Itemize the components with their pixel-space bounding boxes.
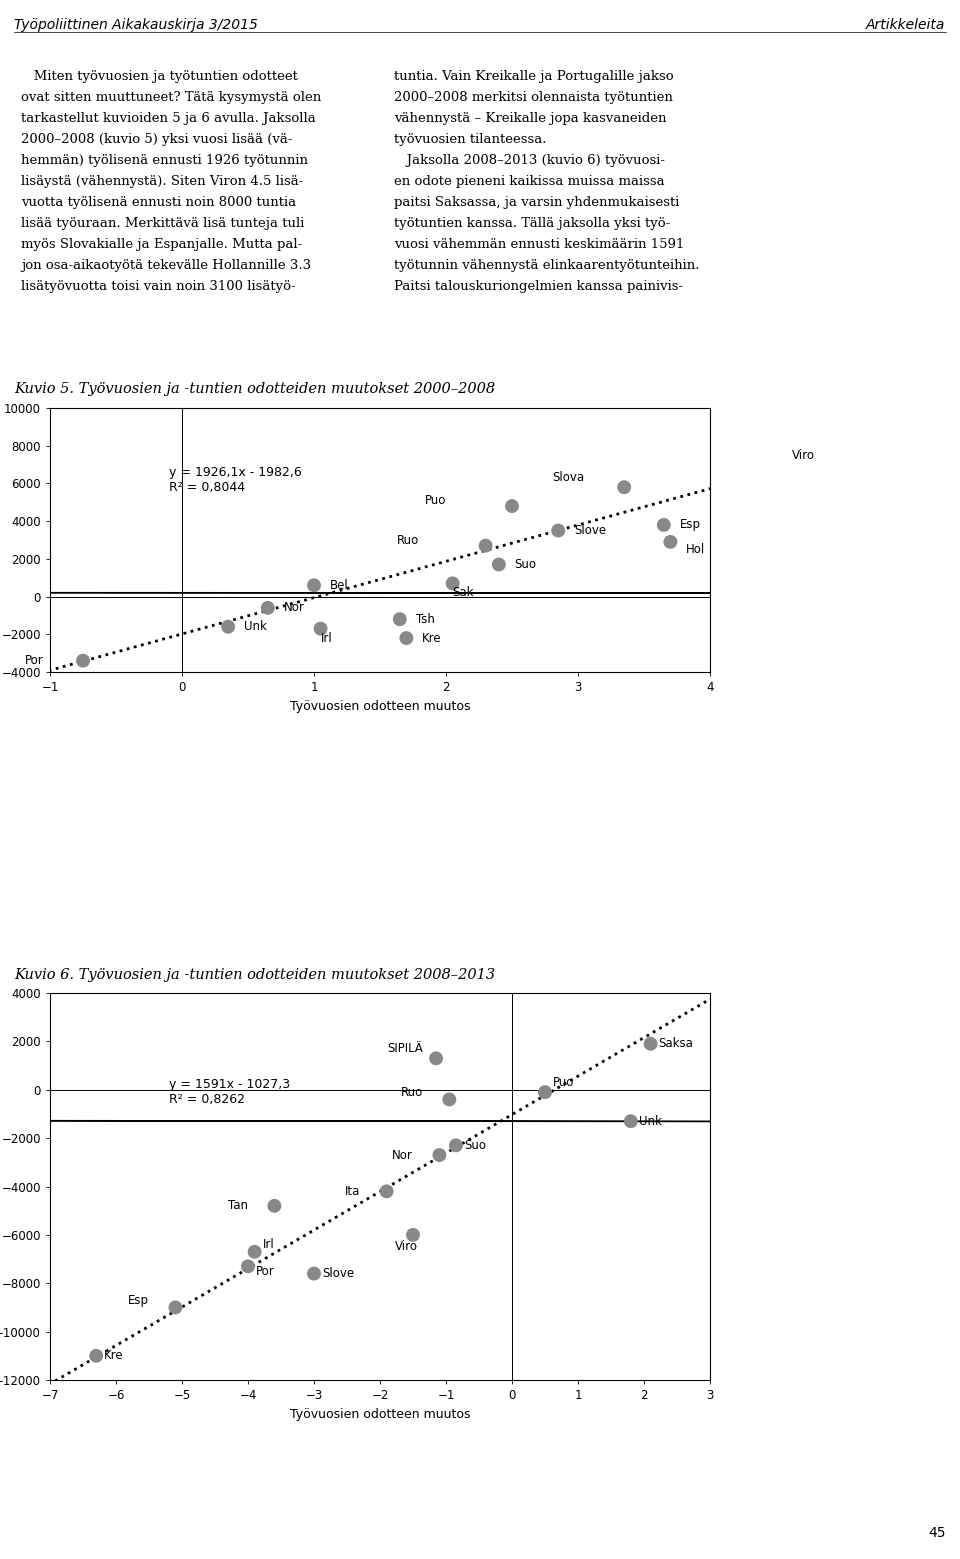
Point [240,1253,255,1278]
Text: Slova: Slova [552,471,585,485]
Point [379,1179,395,1204]
Text: Saksa: Saksa [659,1037,693,1051]
Text: Ruo: Ruo [397,533,420,547]
Point [643,1032,659,1057]
Text: vähennystä – Kreikalle jopa kasvaneiden: vähennystä – Kreikalle jopa kasvaneiden [394,112,666,125]
Text: Puo: Puo [553,1076,574,1090]
Point [656,513,671,538]
Text: työtunnin vähennystä elinkaarentyötunteihin.: työtunnin vähennystä elinkaarentyötuntei… [394,259,699,271]
Point [260,596,276,620]
Point [313,616,328,641]
Text: lisää työuraan. Merkittävä lisä tunteja tuli: lisää työuraan. Merkittävä lisä tunteja … [21,217,304,231]
Text: hemmän) työlisenä ennusti 1926 työtunnin: hemmän) työlisenä ennusti 1926 työtunnin [21,154,308,167]
Text: Sak: Sak [452,586,474,599]
Text: myös Slovakialle ja Espanjalle. Mutta pal-: myös Slovakialle ja Espanjalle. Mutta pa… [21,239,302,251]
Point [405,1222,420,1247]
Text: Ita: Ita [345,1185,360,1197]
Text: Kre: Kre [422,631,442,644]
Point [623,1108,638,1133]
Text: ovat sitten muuttuneet? Tätä kysymystä olen: ovat sitten muuttuneet? Tätä kysymystä o… [21,90,322,104]
Text: Ruo: Ruo [400,1085,423,1099]
Point [444,571,460,596]
Text: Nor: Nor [392,1149,413,1161]
Point [504,494,519,519]
Text: SIPILÄ: SIPILÄ [387,1041,423,1055]
Text: tarkastellut kuvioiden 5 ja 6 avulla. Jaksolla: tarkastellut kuvioiden 5 ja 6 avulla. Ja… [21,112,316,125]
Text: Unk: Unk [638,1115,661,1127]
Point [168,1296,183,1320]
Text: Esp: Esp [680,519,701,532]
Text: Kuvio 5. Työvuosien ja -tuntien odotteiden muutokset 2000–2008: Kuvio 5. Työvuosien ja -tuntien odotteid… [14,382,495,396]
Text: Tan: Tan [228,1199,248,1213]
Text: 45: 45 [928,1526,946,1540]
Text: Slove: Slove [322,1267,354,1280]
Text: 2000–2008 merkitsi olennaista työtuntien: 2000–2008 merkitsi olennaista työtuntien [394,90,672,104]
Point [267,1193,282,1218]
Text: Miten työvuosien ja työtuntien odotteet: Miten työvuosien ja työtuntien odotteet [21,70,298,83]
Text: työvuosien tilanteessa.: työvuosien tilanteessa. [394,133,546,147]
Text: Suo: Suo [464,1140,486,1152]
X-axis label: Työvuosien odotteen muutos: Työvuosien odotteen muutos [290,1408,470,1420]
Text: jon osa-aikaotyötä tekevälle Hollannille 3.3: jon osa-aikaotyötä tekevälle Hollannille… [21,259,311,271]
Point [768,443,783,468]
Text: Irl: Irl [321,631,332,644]
Point [550,518,565,543]
Text: Por: Por [25,655,43,667]
Text: vuosi vähemmän ennusti keskimäärin 1591: vuosi vähemmän ennusti keskimäärin 1591 [394,239,684,251]
Text: Kuvio 6. Työvuosien ja -tuntien odotteiden muutokset 2008–2013: Kuvio 6. Työvuosien ja -tuntien odotteid… [14,968,495,982]
Text: Tsh: Tsh [416,613,435,625]
Text: Slove: Slove [574,524,606,536]
Text: Bel: Bel [330,578,348,592]
Point [538,1080,553,1105]
Text: en odote pieneni kaikissa muissa maissa: en odote pieneni kaikissa muissa maissa [394,175,664,189]
Text: Työpoliittinen Aikakauskirja 3/2015: Työpoliittinen Aikakauskirja 3/2015 [14,19,258,33]
Text: Suo: Suo [515,558,537,571]
Point [428,1046,444,1071]
Point [221,614,236,639]
Point [398,625,414,650]
Text: Por: Por [256,1264,275,1278]
Point [392,606,407,631]
Text: y = 1926,1x - 1982,6
R² = 0,8044: y = 1926,1x - 1982,6 R² = 0,8044 [169,466,301,494]
Text: y = 1591x - 1027,3
R² = 0,8262: y = 1591x - 1027,3 R² = 0,8262 [169,1079,290,1107]
Text: Viro: Viro [792,449,815,461]
X-axis label: Työvuosien odotteen muutos: Työvuosien odotteen muutos [290,700,470,712]
Text: tuntia. Vain Kreikalle ja Portugalille jakso: tuntia. Vain Kreikalle ja Portugalille j… [394,70,673,83]
Text: Artikkeleita: Artikkeleita [866,19,946,33]
Point [662,530,678,555]
Point [432,1143,447,1168]
Point [75,649,90,673]
Text: Irl: Irl [262,1238,275,1250]
Text: Hol: Hol [686,543,706,557]
Point [88,1344,104,1369]
Point [478,533,493,558]
Text: Puo: Puo [424,494,446,507]
Text: paitsi Saksassa, ja varsin yhdenmukaisesti: paitsi Saksassa, ja varsin yhdenmukaises… [394,196,679,209]
Point [247,1239,262,1264]
Point [492,552,507,577]
Point [306,572,322,597]
Text: Viro: Viro [395,1241,418,1253]
Text: työtuntien kanssa. Tällä jaksolla yksi työ-: työtuntien kanssa. Tällä jaksolla yksi t… [394,217,670,231]
Point [616,475,632,500]
Point [442,1087,457,1112]
Text: vuotta työlisenä ennusti noin 8000 tuntia: vuotta työlisenä ennusti noin 8000 tunti… [21,196,297,209]
Text: lisäystä (vähennystä). Siten Viron 4.5 lisä-: lisäystä (vähennystä). Siten Viron 4.5 l… [21,175,303,189]
Text: Kre: Kre [104,1349,124,1363]
Text: Esp: Esp [128,1294,149,1306]
Text: Paitsi talouskuriongelmien kanssa painivis-: Paitsi talouskuriongelmien kanssa painiv… [394,281,683,293]
Text: Nor: Nor [283,602,304,614]
Point [306,1261,322,1286]
Text: lisätyövuotta toisi vain noin 3100 lisätyö-: lisätyövuotta toisi vain noin 3100 lisät… [21,281,296,293]
Point [448,1133,464,1158]
Text: Unk: Unk [244,620,267,633]
Text: Jaksolla 2008–2013 (kuvio 6) työvuosi-: Jaksolla 2008–2013 (kuvio 6) työvuosi- [394,154,664,167]
Text: 2000–2008 (kuvio 5) yksi vuosi lisää (vä-: 2000–2008 (kuvio 5) yksi vuosi lisää (vä… [21,133,293,147]
